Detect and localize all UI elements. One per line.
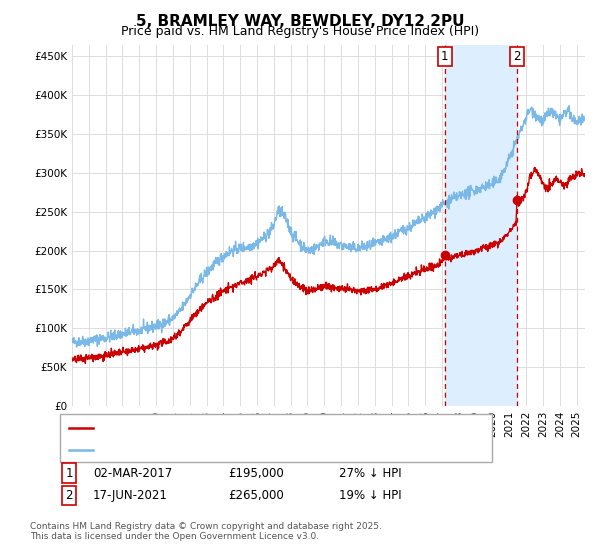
Text: Contains HM Land Registry data © Crown copyright and database right 2025.
This d: Contains HM Land Registry data © Crown c…	[30, 522, 382, 542]
Text: 17-JUN-2021: 17-JUN-2021	[93, 489, 168, 502]
Text: 27% ↓ HPI: 27% ↓ HPI	[339, 466, 401, 480]
Text: Price paid vs. HM Land Registry's House Price Index (HPI): Price paid vs. HM Land Registry's House …	[121, 25, 479, 38]
Text: £265,000: £265,000	[228, 489, 284, 502]
Text: 5, BRAMLEY WAY, BEWDLEY, DY12 2PU: 5, BRAMLEY WAY, BEWDLEY, DY12 2PU	[136, 14, 464, 29]
Text: 2: 2	[65, 489, 73, 502]
Bar	[445, 45, 517, 406]
Text: 1: 1	[441, 50, 449, 63]
Text: 5, BRAMLEY WAY, BEWDLEY, DY12 2PU (detached house): 5, BRAMLEY WAY, BEWDLEY, DY12 2PU (detac…	[99, 423, 417, 433]
Text: 19% ↓ HPI: 19% ↓ HPI	[339, 489, 401, 502]
Text: 2: 2	[513, 50, 521, 63]
Text: 02-MAR-2017: 02-MAR-2017	[93, 466, 172, 480]
Text: HPI: Average price, detached house, Wyre Forest: HPI: Average price, detached house, Wyre…	[99, 445, 371, 455]
Text: 1: 1	[65, 466, 73, 480]
Text: £195,000: £195,000	[228, 466, 284, 480]
